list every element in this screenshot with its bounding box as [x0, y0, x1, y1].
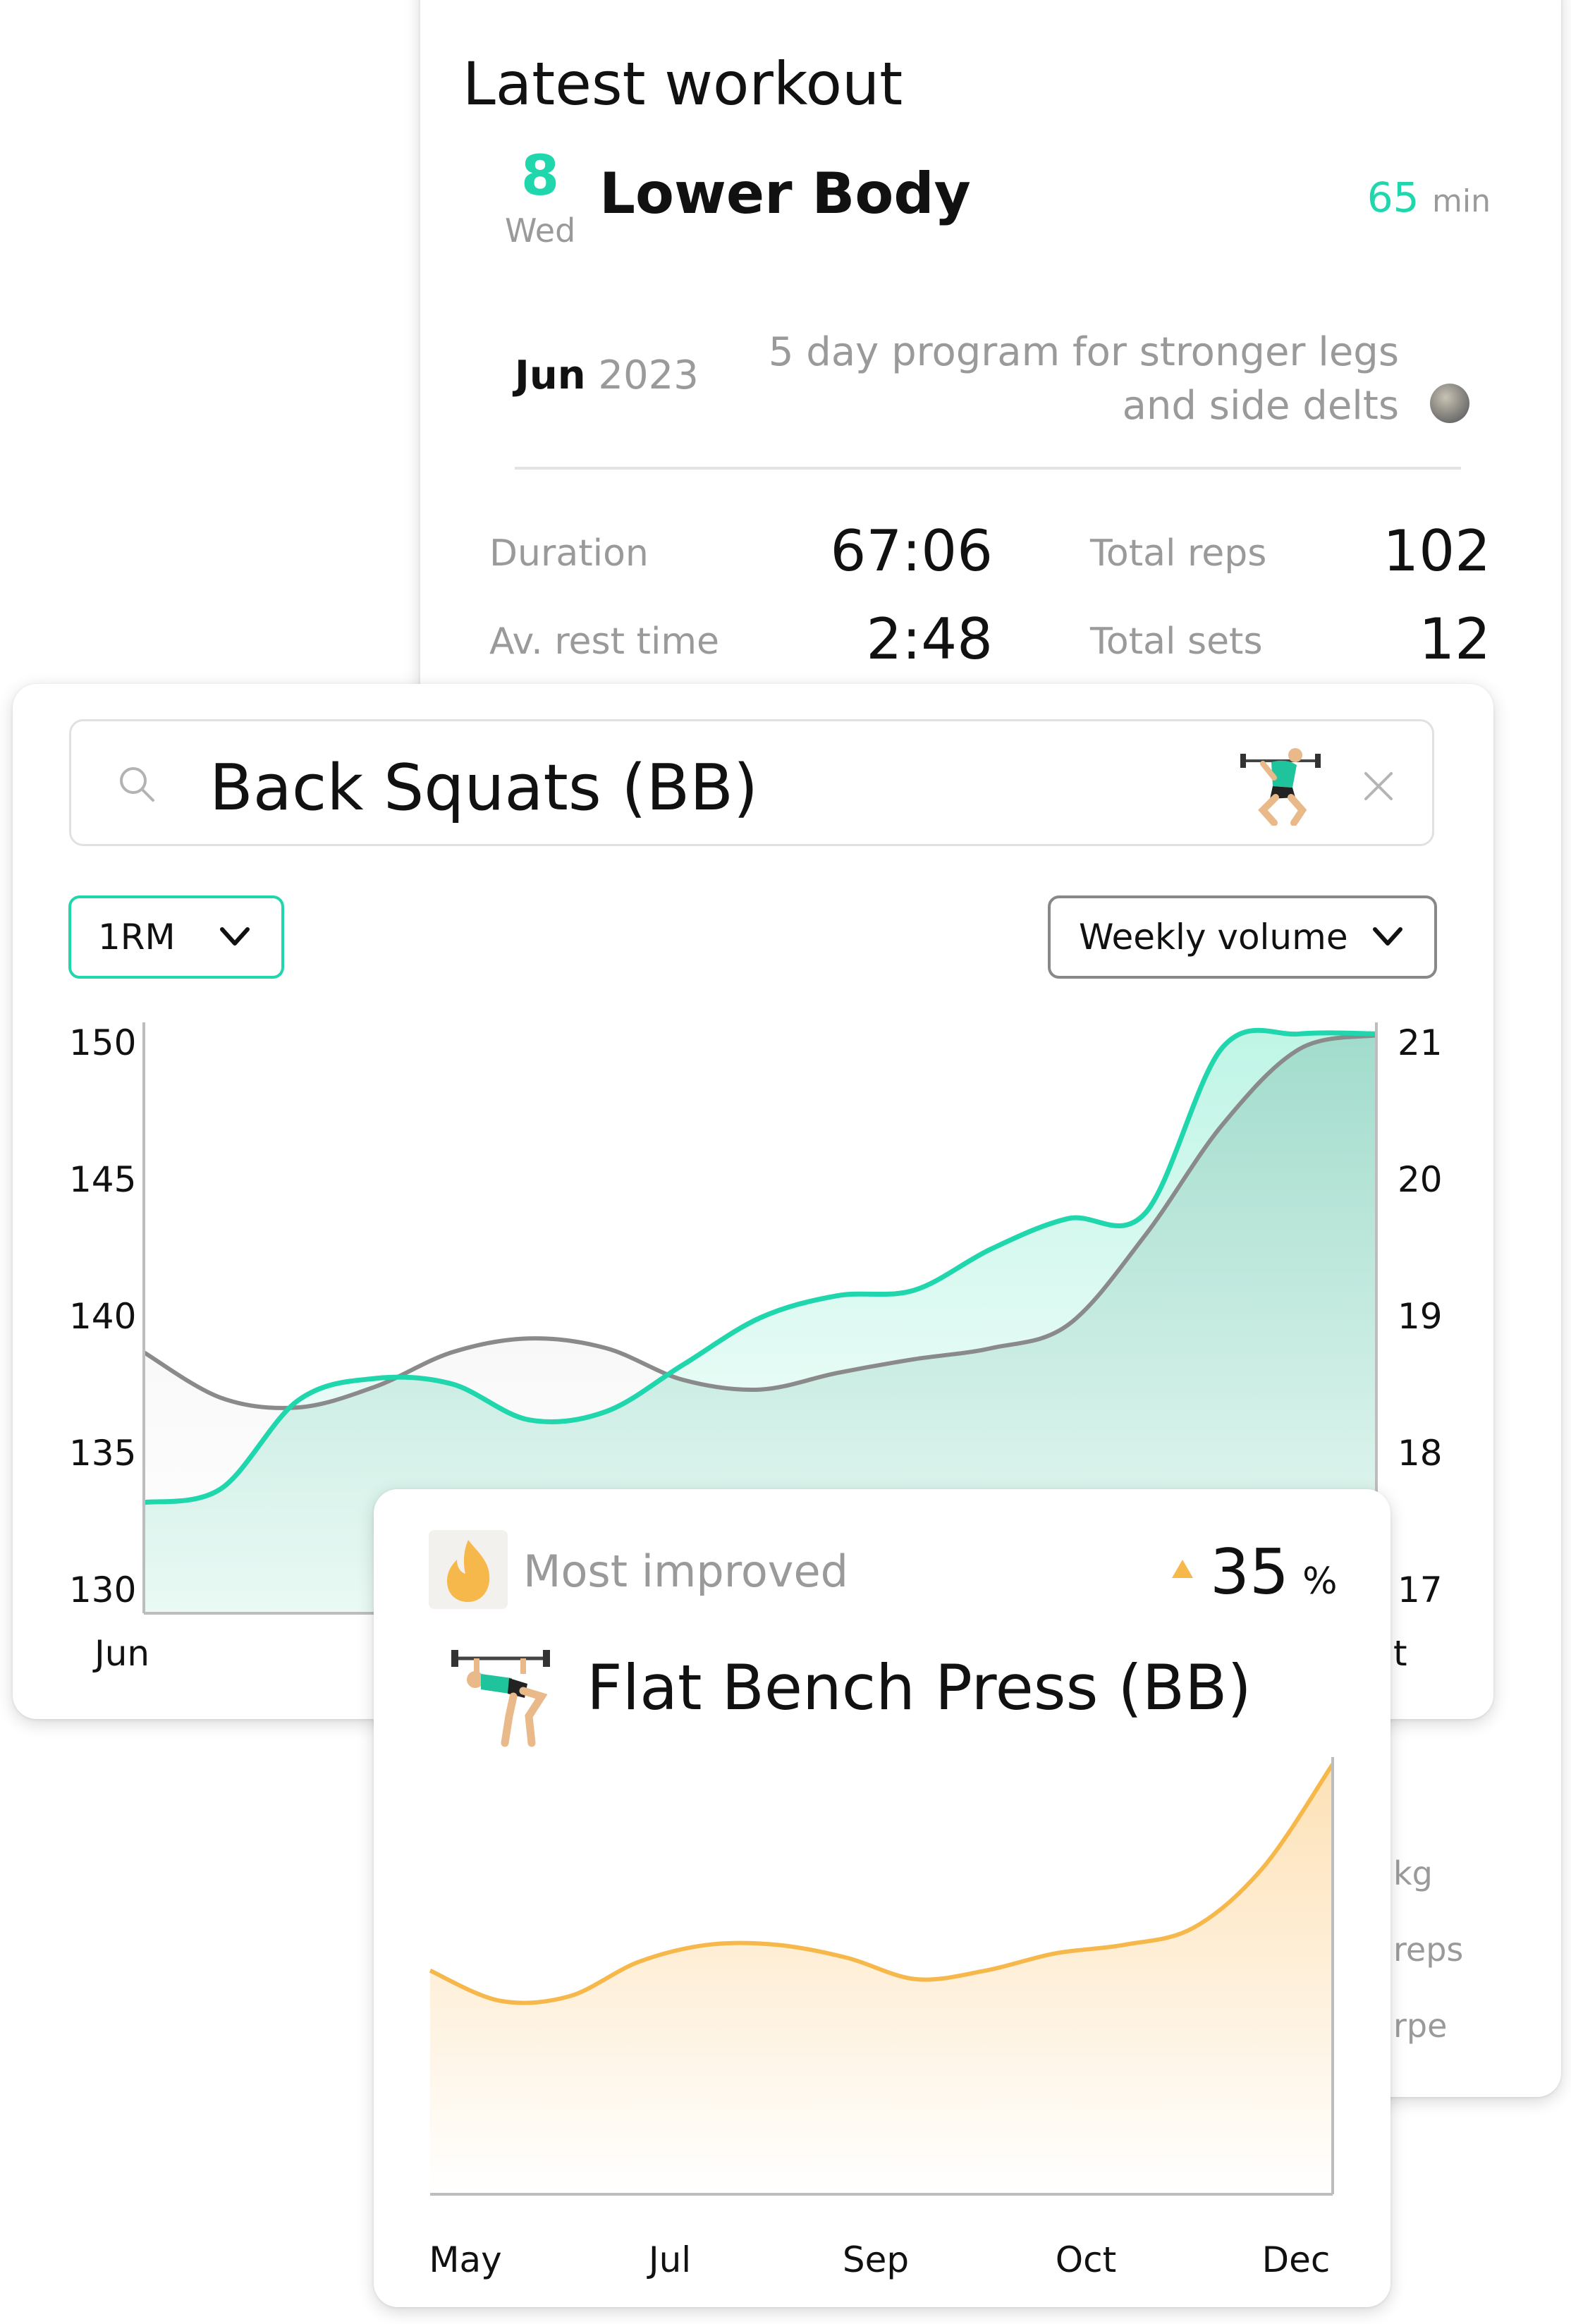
right-axis-tick: 21 [1398, 1022, 1443, 1063]
squat-figure-icon [1240, 748, 1321, 826]
stat-rest-value: 2:48 [866, 606, 993, 672]
stat-duration-value: 67:06 [830, 518, 993, 584]
left-axis-tick: 145 [69, 1159, 137, 1200]
one-rm-line [143, 1027, 1377, 1505]
left-axis-tick: 135 [69, 1433, 137, 1474]
improvement-unit: % [1302, 1560, 1338, 1603]
workout-month: Jun [515, 353, 586, 398]
stat-rest-label: Av. rest time [489, 620, 720, 663]
bench-area [430, 1764, 1333, 2194]
right-axis-tick: 20 [1398, 1159, 1443, 1200]
unit-rpe: rpe [1393, 2007, 1448, 2045]
stat-duration-label: Duration [489, 532, 649, 575]
program-description: 5 day program for stronger legs and side… [769, 326, 1399, 433]
avatar[interactable] [1430, 384, 1469, 423]
left-axis-tick: 150 [69, 1022, 137, 1063]
right-axis-tick: 19 [1398, 1296, 1443, 1337]
stat-total-reps-label: Total reps [1090, 532, 1267, 575]
x-axis-label: t [1393, 1633, 1407, 1674]
workout-day-name: Wed [505, 212, 576, 250]
volume-dropdown[interactable]: Weekly volume [1048, 895, 1437, 979]
exercise-search-field[interactable]: Back Squats (BB) [69, 719, 1434, 846]
bench-progress-chart[interactable]: May Jul Sep Oct Dec [374, 1489, 1390, 2307]
program-line-2: and side delts [1122, 383, 1399, 429]
improvement-value: 35 % [1210, 1536, 1338, 1608]
unit-reps: reps [1393, 1931, 1464, 1969]
volume-line [142, 1033, 1377, 1410]
unit-kg: kg [1393, 1854, 1433, 1892]
improvement-number: 35 [1210, 1536, 1289, 1608]
left-axis-tick: 140 [69, 1296, 137, 1337]
improved-exercise-name: Flat Bench Press (BB) [587, 1651, 1252, 1724]
trend-up-icon [1172, 1560, 1193, 1578]
stat-total-sets-label: Total sets [1090, 620, 1263, 663]
duration-unit: min [1432, 183, 1491, 219]
divider [515, 467, 1461, 470]
search-icon [120, 767, 154, 802]
volume-dropdown-value: Weekly volume [1079, 917, 1348, 958]
overlap-area [144, 1035, 1376, 1613]
stat-total-sets-value: 12 [1419, 606, 1491, 672]
workout-date: Jun 2023 [515, 353, 699, 398]
x-axis-label: Jun [94, 1633, 150, 1674]
card-title: Latest workout [463, 49, 903, 118]
bench-x-label: Dec [1262, 2239, 1331, 2280]
most-improved-card[interactable]: Most improved 35 % Flat Bench Press (BB)… [374, 1489, 1390, 2307]
bench-x-label: Oct [1056, 2239, 1116, 2280]
duration-value: 65 [1367, 173, 1419, 221]
flame-icon [429, 1530, 508, 1609]
workout-duration: 65 min [1367, 173, 1491, 221]
chevron-down-icon [220, 927, 250, 946]
bench-x-label: Jul [647, 2239, 691, 2280]
stat-total-reps-value: 102 [1383, 518, 1491, 584]
metric-dropdown-value: 1RM [98, 917, 176, 958]
chevron-down-icon [1373, 927, 1402, 946]
bench-x-label: Sep [843, 2239, 909, 2280]
most-improved-label: Most improved [523, 1546, 848, 1597]
workout-name: Lower Body [599, 161, 971, 226]
close-icon[interactable] [1363, 771, 1394, 802]
bench-press-figure-icon [451, 1650, 550, 1747]
squat-progress-chart[interactable] [13, 684, 1493, 1719]
workout-day-number: 8 [520, 145, 560, 208]
left-axis-tick: 130 [69, 1570, 137, 1610]
metric-dropdown[interactable]: 1RM [68, 895, 284, 979]
right-axis-tick: 18 [1398, 1433, 1443, 1474]
workout-year: 2023 [598, 353, 699, 398]
search-input[interactable]: Back Squats (BB) [209, 751, 759, 825]
program-line-1: 5 day program for stronger legs [768, 329, 1399, 375]
bench-line [429, 1763, 1335, 2005]
bench-x-label: May [429, 2239, 501, 2280]
right-axis-tick: 17 [1398, 1570, 1443, 1610]
